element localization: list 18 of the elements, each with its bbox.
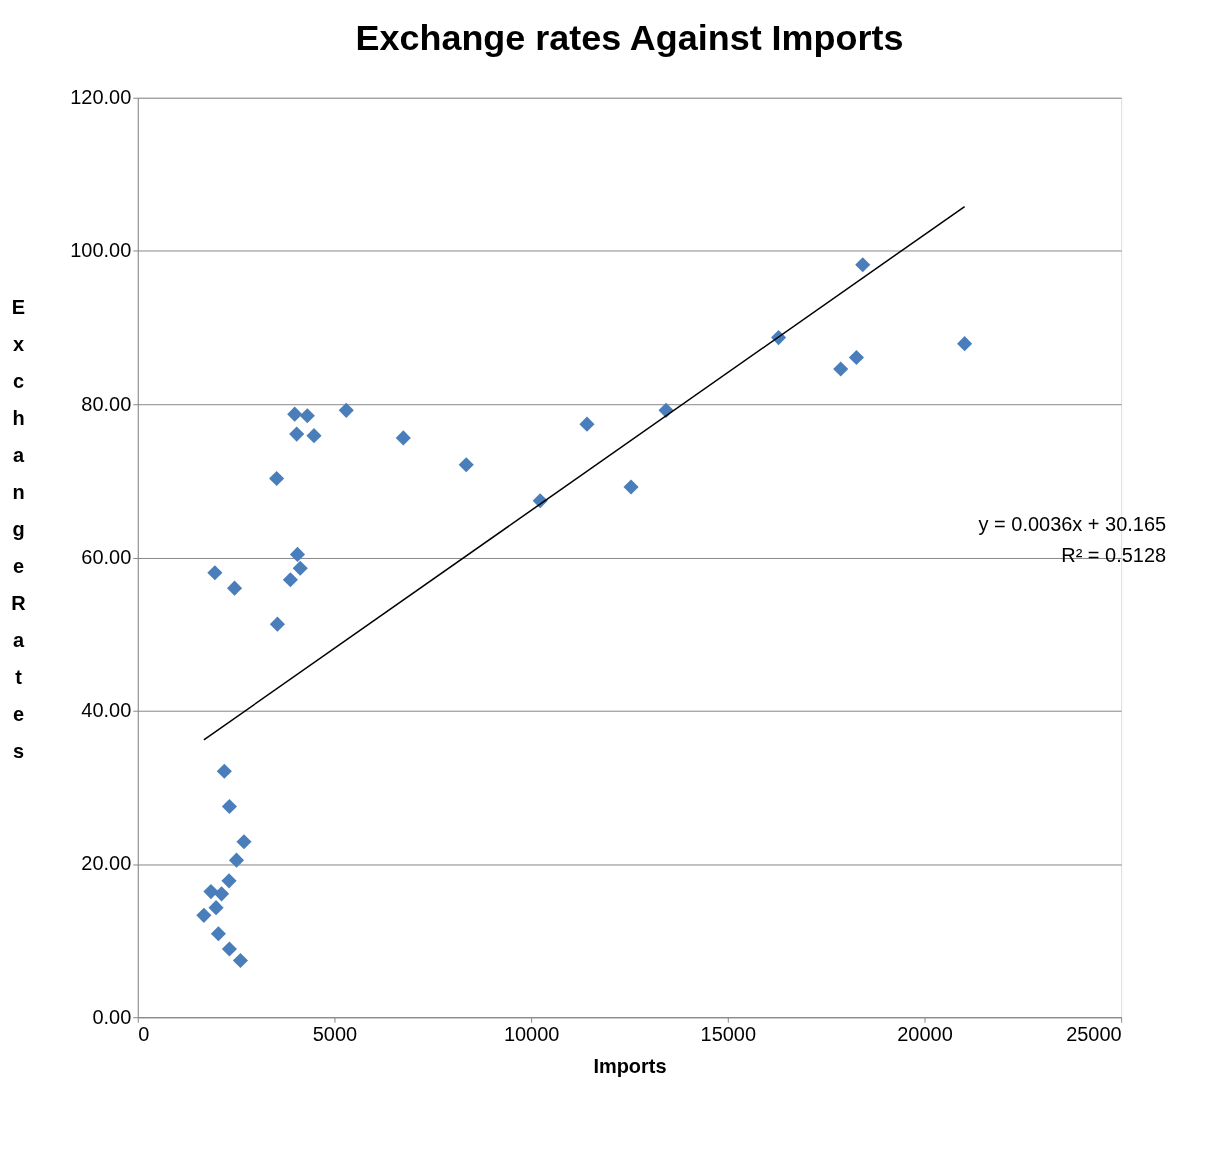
x-tick-label: 5000 [312, 1022, 358, 1045]
y-tick-label: 20.00 [81, 852, 132, 875]
text: Exchange Rates [11, 296, 26, 762]
y-tick-label: 100.00 [70, 239, 132, 262]
y-tick-label: 0.00 [92, 1005, 132, 1028]
y-tick-label: 120.00 [70, 86, 132, 109]
x-tick-label: 15000 [700, 1022, 757, 1045]
x-axis-title: Imports [593, 1054, 667, 1077]
y-tick-label: 60.00 [81, 545, 132, 568]
y-tick-label: 80.00 [81, 392, 132, 415]
annotation: y = 0.0036x + 30.165 [978, 513, 1167, 536]
y-tick-label: 40.00 [81, 699, 132, 722]
x-tick-label: 10000 [503, 1022, 560, 1045]
annotation: R² = 0.5128 [1061, 543, 1167, 566]
chart-title: Exchange rates Against Imports [355, 16, 904, 58]
x-tick-label: 25000 [1066, 1022, 1122, 1045]
x-tick-label: 20000 [897, 1022, 953, 1045]
x-tick-label: 0 [138, 1022, 150, 1045]
